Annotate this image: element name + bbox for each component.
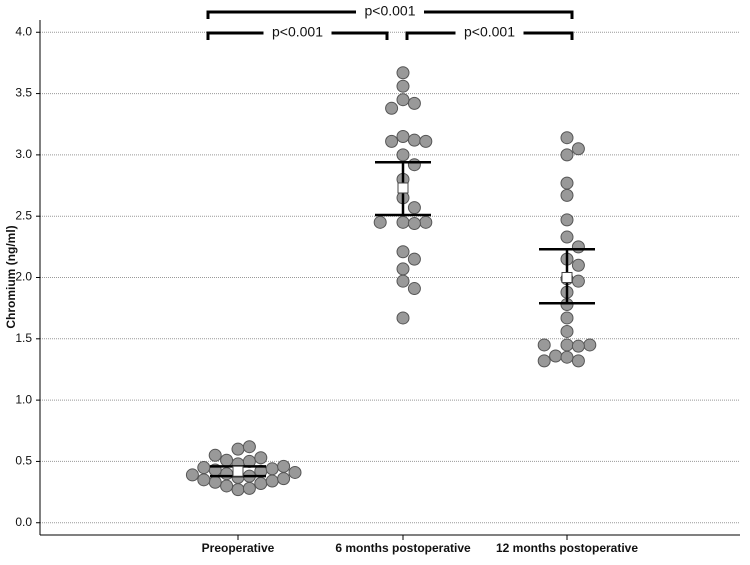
data-point [571, 142, 585, 156]
significance-label: p<0.001 [464, 24, 515, 40]
data-point [254, 451, 268, 465]
y-tick-label: 3.5 [15, 86, 32, 100]
data-point [385, 134, 399, 148]
data-point [231, 483, 245, 497]
y-tick-label: 3.0 [15, 147, 32, 161]
data-point [571, 258, 585, 272]
data-point [560, 230, 574, 244]
data-point [407, 282, 421, 296]
data-point [396, 129, 410, 143]
data-point [419, 134, 433, 148]
data-point [560, 213, 574, 227]
y-tick-label: 1.0 [15, 392, 32, 406]
data-point [396, 148, 410, 162]
data-point [265, 462, 279, 476]
label-background [356, 4, 424, 20]
data-point [396, 262, 410, 276]
data-point [571, 274, 585, 288]
data-point [277, 472, 291, 486]
data-point [254, 477, 268, 490]
data-point [560, 176, 574, 190]
data-point [197, 461, 211, 475]
data-point [197, 473, 211, 487]
mean-marker [561, 272, 573, 283]
data-point [407, 201, 421, 215]
data-point [571, 240, 585, 254]
y-tick-label: 1.5 [15, 331, 32, 345]
data-point [583, 338, 597, 352]
x-tick-label: Preoperative [202, 541, 275, 555]
data-point [208, 448, 222, 462]
y-tick-label: 2.0 [15, 270, 32, 284]
y-tick-label: 4.0 [15, 24, 32, 38]
data-point [220, 479, 234, 493]
y-tick-label: 2.5 [15, 208, 32, 222]
data-point [277, 459, 291, 473]
data-point [185, 468, 199, 482]
data-point [396, 93, 410, 107]
data-point [242, 481, 256, 495]
data-point [396, 215, 410, 229]
data-point [396, 66, 410, 80]
y-axis-label: Chromium (ng/ml) [4, 225, 18, 328]
data-point [571, 339, 585, 353]
data-point [220, 467, 234, 481]
label-background [455, 25, 524, 41]
data-point [571, 354, 585, 368]
data-point [385, 101, 399, 115]
x-tick-label: 12 months postoperative [496, 541, 638, 555]
label-background [263, 25, 332, 41]
data-point [407, 252, 421, 266]
data-point [396, 274, 410, 288]
data-point [537, 338, 551, 352]
x-tick-label: 6 months postoperative [335, 541, 471, 555]
mean-marker [232, 465, 244, 477]
data-point [419, 215, 433, 229]
mean-marker [397, 182, 409, 194]
data-point [396, 311, 410, 325]
data-point [560, 338, 574, 352]
data-point [396, 79, 410, 93]
data-point [265, 474, 279, 488]
y-tick-label: 0.5 [15, 454, 32, 468]
data-point [373, 215, 387, 229]
data-point [231, 442, 245, 456]
data-point [560, 311, 574, 325]
data-point [220, 453, 234, 467]
data-point [560, 350, 574, 364]
data-point [407, 133, 421, 147]
data-point [407, 217, 421, 231]
data-point [208, 475, 222, 489]
data-point [560, 131, 574, 145]
data-point [288, 465, 302, 479]
data-point [560, 148, 574, 162]
significance-label: p<0.001 [272, 24, 323, 40]
data-point [560, 324, 574, 338]
data-point [407, 96, 421, 110]
y-tick-label: 0.0 [15, 515, 32, 529]
data-point [560, 188, 574, 202]
data-point [407, 158, 421, 172]
significance-label: p<0.001 [365, 3, 416, 19]
data-point [396, 245, 410, 259]
data-point [549, 349, 563, 363]
data-point [537, 354, 551, 368]
data-point [242, 440, 256, 454]
